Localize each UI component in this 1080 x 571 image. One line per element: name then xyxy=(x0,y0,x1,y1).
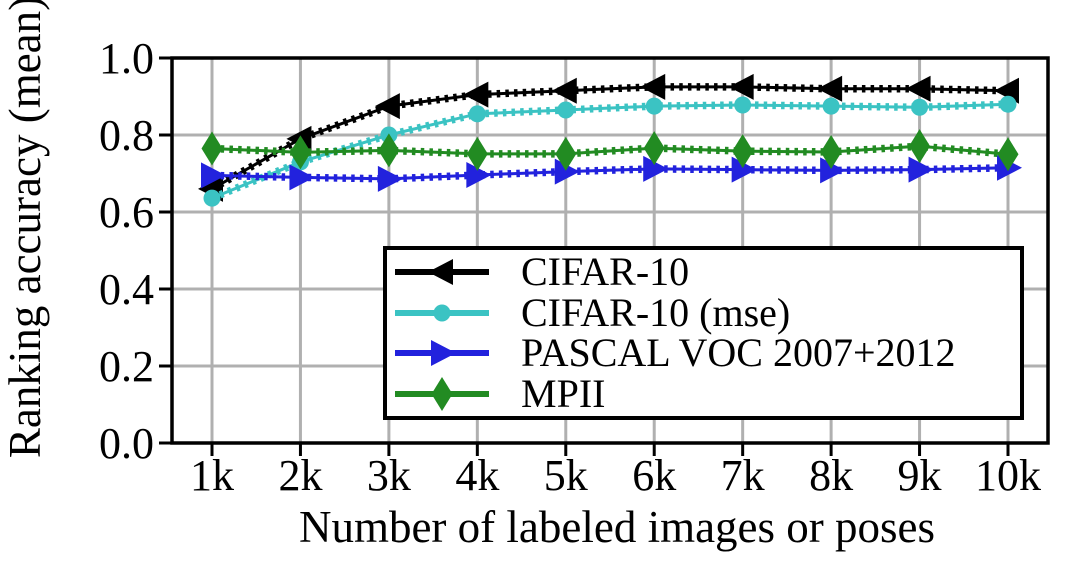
y-tick-label: 0.6 xyxy=(99,188,154,237)
y-tick-label: 0.0 xyxy=(99,419,154,468)
y-axis-label: Ranking accuracy (mean) xyxy=(0,0,50,458)
triangle-left-marker-icon xyxy=(463,81,489,108)
circle-marker-icon xyxy=(645,97,663,115)
triangle-right-marker-icon xyxy=(289,164,315,191)
series-line-dotted xyxy=(211,163,1009,183)
diamond-marker-icon xyxy=(997,137,1019,172)
triangle-right-marker-icon xyxy=(643,155,669,182)
circle-marker-icon xyxy=(734,96,752,114)
legend-item-pascal-voc: PASCAL VOC 2007+2012 xyxy=(393,333,1020,373)
legend-label: CIFAR-10 xyxy=(521,249,690,295)
x-tick-label: 10k xyxy=(975,451,1041,500)
y-tick-label: 1.0 xyxy=(99,34,154,83)
legend-item-cifar10-mse: CIFAR-10 (mse) xyxy=(393,289,1020,335)
diamond-marker-icon xyxy=(909,129,931,164)
diamond-marker-icon xyxy=(201,131,223,166)
triangle-right-marker-icon xyxy=(466,162,492,189)
legend-marker-diamond-icon xyxy=(395,376,489,411)
circle-marker-icon xyxy=(203,189,221,207)
legend-label: CIFAR-10 (mse) xyxy=(521,289,791,335)
triangle-right-marker-icon xyxy=(731,156,757,183)
plot-border xyxy=(170,56,1050,445)
diamond-marker-icon xyxy=(378,133,400,168)
triangle-left-marker-icon xyxy=(551,77,577,104)
legend-marker-triangle-left-icon xyxy=(395,259,489,286)
series-line-dotted xyxy=(211,142,1009,158)
circle-marker-icon xyxy=(999,95,1017,113)
legend-marker-triangle-right-icon xyxy=(395,340,489,367)
circle-marker-icon xyxy=(468,105,486,123)
triangle-left-marker-icon xyxy=(728,73,754,100)
diamond-marker-icon xyxy=(732,134,754,169)
legend-item-cifar10: CIFAR-10 xyxy=(393,252,1020,292)
triangle-left-marker-icon xyxy=(817,75,843,102)
triangle-left-marker-icon xyxy=(428,259,453,286)
series-line-dotted xyxy=(210,83,1009,193)
x-tick-label: 2k xyxy=(278,451,322,500)
y-tick-label: 0.8 xyxy=(99,111,154,160)
triangle-right-marker-icon xyxy=(431,340,456,367)
triangle-right-marker-icon xyxy=(820,157,846,184)
x-tick-label: 6k xyxy=(632,451,676,500)
circle-marker-icon xyxy=(911,98,929,116)
legend: CIFAR-10 CIFAR-10 (mse) PASCAL VOC 2007+… xyxy=(383,246,1024,420)
triangle-left-marker-icon xyxy=(640,73,666,100)
circle-marker-icon xyxy=(822,97,840,115)
circle-marker-icon xyxy=(557,101,575,119)
diamond-marker-icon xyxy=(555,136,577,171)
legend-label: MPII xyxy=(521,370,606,416)
diamond-marker-icon xyxy=(431,376,453,411)
y-tick-label: 0.4 xyxy=(99,265,154,314)
x-tick-label: 7k xyxy=(721,451,765,500)
x-tick-label: 4k xyxy=(455,451,499,500)
x-tick-label: 9k xyxy=(898,451,942,500)
triangle-right-marker-icon xyxy=(908,156,934,183)
diamond-marker-icon xyxy=(466,136,488,171)
circle-marker-icon xyxy=(433,304,451,322)
diamond-marker-icon xyxy=(643,131,665,166)
x-axis-label: Number of labeled images or poses xyxy=(299,502,935,552)
y-tick-label: 0.2 xyxy=(99,342,154,391)
legend-marker-circle-icon xyxy=(395,304,489,322)
x-tick-label: 8k xyxy=(809,451,853,500)
triangle-left-marker-icon xyxy=(374,93,400,120)
x-tick-label: 1k xyxy=(190,451,234,500)
legend-item-mpii: MPII xyxy=(393,370,1020,416)
diamond-marker-icon xyxy=(289,135,311,170)
diamond-marker-icon xyxy=(820,134,842,169)
triangle-right-marker-icon xyxy=(201,162,226,189)
x-tick-label: 5k xyxy=(544,451,588,500)
triangle-right-marker-icon xyxy=(377,165,403,192)
x-tick-label: 3k xyxy=(367,451,411,500)
triangle-right-marker-icon xyxy=(554,158,580,185)
triangle-left-marker-icon xyxy=(905,75,931,102)
legend-label: PASCAL VOC 2007+2012 xyxy=(521,330,956,376)
